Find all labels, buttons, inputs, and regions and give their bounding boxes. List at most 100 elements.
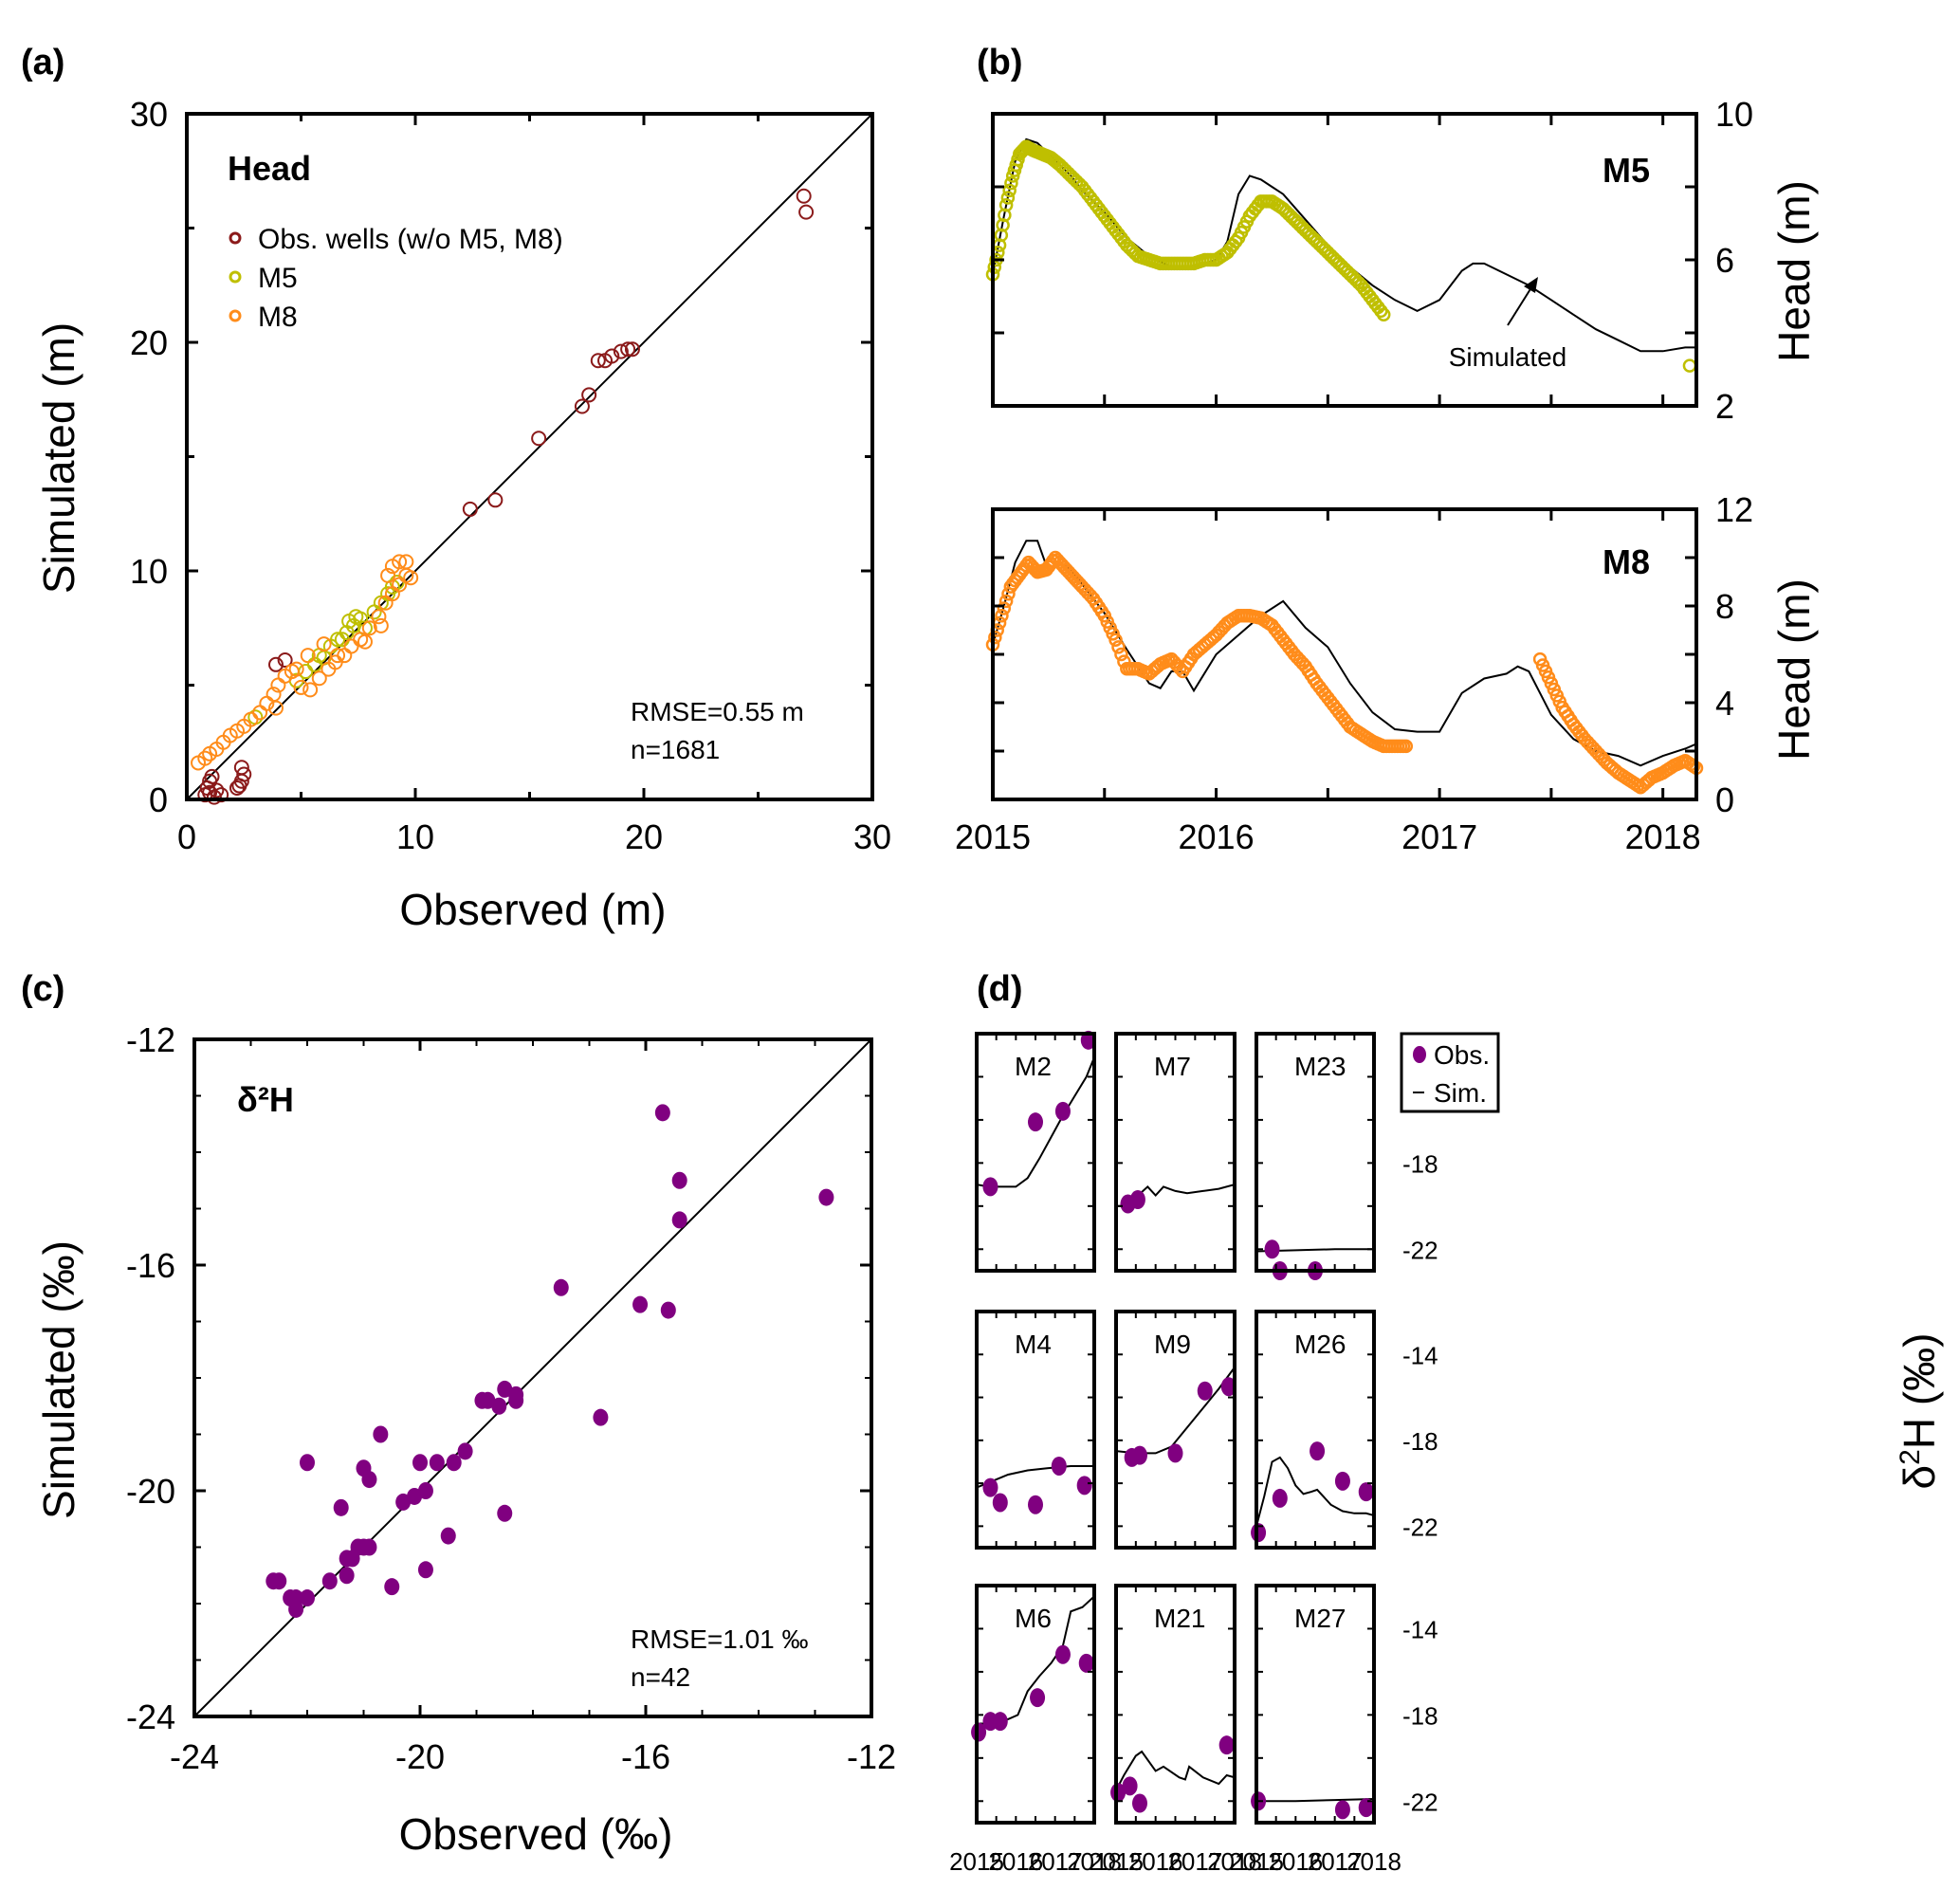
x-tick-label: 30 xyxy=(853,817,891,856)
panel-c-marks xyxy=(193,1038,872,1717)
y-tick-label: -18 xyxy=(1402,1149,1438,1178)
x-tick-label: 2017 xyxy=(1401,817,1477,856)
well-label-m27: M27 xyxy=(1294,1604,1346,1633)
panel-a-title: Head xyxy=(228,149,311,188)
x-tick-label: 2015 xyxy=(949,1847,1004,1876)
plot-frame xyxy=(991,507,1698,801)
x-tick-label: 2015 xyxy=(1089,1847,1144,1876)
data-point xyxy=(440,1527,456,1545)
data-point xyxy=(288,661,304,677)
data-point xyxy=(339,1567,355,1585)
data-point xyxy=(371,609,387,625)
legend-marker-m8 xyxy=(229,309,242,322)
data-point xyxy=(357,633,373,650)
panel-b-m5-axes: 2 6 10 xyxy=(991,95,1753,426)
panel-b-m8-marks xyxy=(985,540,1704,795)
superscript-2: 2 xyxy=(1895,1449,1926,1465)
data-point xyxy=(429,1454,445,1472)
panel-d-legend: Obs. Sim. xyxy=(1400,1032,1500,1113)
legend-label-m5: M5 xyxy=(258,263,298,294)
x-tick-label: 2017 xyxy=(1308,1847,1363,1876)
data-point xyxy=(361,620,377,636)
data-point xyxy=(403,570,419,586)
data-point xyxy=(343,638,359,654)
simulated-annotation: Simulated xyxy=(1449,277,1567,372)
data-point xyxy=(497,1504,513,1522)
legend-marker-m5 xyxy=(229,270,242,284)
legend-label-obs: Obs. xyxy=(1434,1040,1490,1070)
well-label-m4: M4 xyxy=(1015,1330,1052,1359)
panel-b-m5-title: M5 xyxy=(1603,151,1650,190)
panel-label-a: (a) xyxy=(21,43,64,83)
series-m8 xyxy=(191,554,419,771)
y-tick-label: 8 xyxy=(1715,587,1734,626)
data-point xyxy=(487,492,504,508)
x-tick-label: 2016 xyxy=(1179,817,1255,856)
simulated-label: Simulated xyxy=(1449,342,1567,372)
data-point xyxy=(1078,1653,1094,1673)
y-tick-label: 6 xyxy=(1715,241,1734,280)
x-tick-label: 2016 xyxy=(1268,1847,1323,1876)
data-point xyxy=(395,1493,412,1511)
data-point xyxy=(1220,1377,1236,1397)
data-point xyxy=(373,617,389,633)
data-point xyxy=(229,780,246,796)
x-tick-label: 2018 xyxy=(1207,1847,1262,1876)
y-tick-label: 10 xyxy=(1715,95,1753,134)
x-tick-label: 2017 xyxy=(1167,1847,1222,1876)
x-tick-label: 2018 xyxy=(1346,1847,1401,1876)
legend-label-sim: Sim. xyxy=(1434,1078,1487,1108)
data-point xyxy=(581,387,597,403)
y-tick-label: 20 xyxy=(130,323,168,362)
data-point xyxy=(300,1589,315,1607)
panel-c-rmse: RMSE=1.01 ‰ xyxy=(631,1624,809,1654)
data-point xyxy=(491,1397,507,1415)
data-point xyxy=(1054,1644,1071,1664)
panel-a-rmse: RMSE=0.55 m xyxy=(631,697,804,726)
data-point xyxy=(998,198,1014,212)
data-point xyxy=(293,679,309,695)
simulated-line xyxy=(1116,1750,1235,1791)
data-point xyxy=(1108,633,1123,647)
data-point xyxy=(1122,1776,1138,1796)
panel-b-m8-title: M8 xyxy=(1603,542,1650,581)
panel-label-d: (d) xyxy=(977,969,1023,1009)
data-point xyxy=(1028,1495,1043,1514)
data-point xyxy=(531,431,547,447)
data-point xyxy=(213,787,229,803)
well-label-m6: M6 xyxy=(1015,1604,1052,1633)
panel-c-n: n=42 xyxy=(631,1662,690,1692)
x-tick-label: 2015 xyxy=(955,817,1031,856)
data-point xyxy=(1028,1112,1043,1132)
data-point xyxy=(311,670,327,687)
data-point xyxy=(236,766,252,782)
data-point xyxy=(392,554,408,570)
data-point xyxy=(1030,1688,1046,1708)
well-label-m7: M7 xyxy=(1154,1052,1191,1081)
subplot-m9: M9 xyxy=(1114,1310,1236,1550)
data-point xyxy=(671,1171,687,1189)
data-point xyxy=(574,398,590,414)
subplot-m4: M4 xyxy=(975,1310,1096,1550)
data-point xyxy=(671,1211,687,1229)
simulated-line xyxy=(1256,1798,1374,1803)
y-tick-label: -16 xyxy=(126,1246,175,1285)
data-point xyxy=(1264,1239,1280,1259)
data-point xyxy=(1129,1190,1145,1209)
data-point xyxy=(288,1600,304,1618)
data-point xyxy=(474,1391,490,1409)
panel-a-ylabel: Simulated (m) xyxy=(34,322,83,594)
subplot-m2: M2 xyxy=(975,1030,1096,1273)
well-label-m9: M9 xyxy=(1154,1330,1191,1359)
data-point xyxy=(1334,1800,1350,1820)
panel-b-m5-ylabel: Head (m) xyxy=(1769,180,1819,362)
data-point xyxy=(1076,1476,1092,1495)
data-point xyxy=(1132,1445,1147,1465)
data-point xyxy=(796,188,812,204)
y-tick-label: -14 xyxy=(1402,1341,1438,1369)
data-point xyxy=(988,630,1002,645)
panel-c-title: δ²H xyxy=(237,1080,294,1119)
data-point xyxy=(197,750,213,766)
